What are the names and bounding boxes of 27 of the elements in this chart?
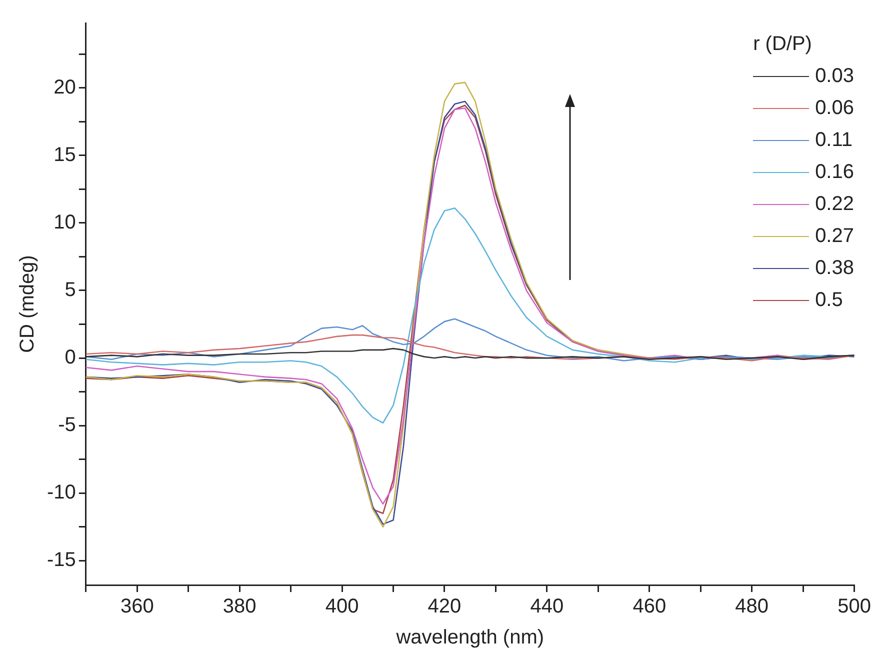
x-tick-label: 460 [632, 596, 666, 618]
legend-title: r (D/P) [753, 32, 813, 57]
x-tick-label: 360 [120, 596, 154, 618]
x-tick-label: 440 [530, 596, 564, 618]
legend-label: 0.11 [815, 128, 853, 153]
legend-label: 0.5 [815, 288, 843, 313]
x-tick-label: 420 [428, 596, 462, 618]
y-tick-label: -5 [58, 414, 76, 436]
x-tick-label: 380 [222, 596, 256, 618]
x-tick-label: 500 [838, 596, 872, 618]
legend-label: 0.16 [815, 160, 854, 185]
x-tick-label: 480 [735, 596, 769, 618]
y-tick-label: -15 [47, 549, 76, 572]
x-axis-title: wavelength (nm) [395, 626, 544, 649]
legend-label: 0.06 [815, 96, 854, 121]
legend-label: 0.38 [815, 256, 854, 281]
legend-label: 0.22 [815, 192, 854, 217]
y-axis-title: CD (mdeg) [16, 255, 39, 353]
y-tick-label: 0 [64, 346, 76, 369]
y-tick-label: 10 [54, 211, 76, 234]
y-tick-label: -10 [47, 482, 76, 504]
y-tick-label: 20 [54, 76, 76, 98]
y-tick-label: 5 [64, 279, 76, 302]
legend-label: 0.03 [815, 64, 854, 89]
x-tick-label: 400 [325, 596, 359, 618]
legend-label: 0.27 [815, 224, 854, 249]
y-tick-label: 15 [54, 144, 76, 166]
